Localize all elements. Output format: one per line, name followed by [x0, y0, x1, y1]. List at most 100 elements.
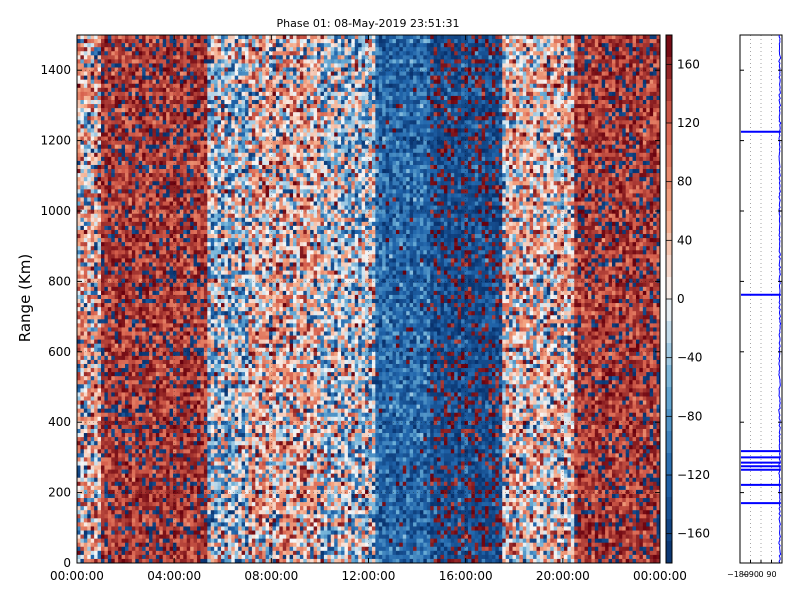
heatmap-cell [145, 238, 150, 243]
heatmap-cell [87, 376, 92, 381]
heatmap-cell [125, 412, 129, 418]
heatmap-cell [94, 35, 98, 40]
heatmap-cell [162, 473, 167, 479]
heatmap-cell [169, 376, 174, 381]
heatmap-cell [138, 530, 143, 535]
heatmap-cell [97, 538, 102, 544]
heatmap-cell [149, 408, 153, 414]
heatmap-cell [77, 538, 81, 544]
heatmap-cell [162, 225, 167, 231]
heatmap-cell [179, 205, 184, 211]
heatmap-cell [131, 181, 136, 186]
heatmap-cell [138, 181, 143, 186]
heatmap-cell [104, 124, 109, 129]
heatmap-cell [207, 112, 212, 117]
heatmap-cell [197, 173, 201, 178]
heatmap-cell [145, 205, 150, 211]
heatmap-cell [90, 506, 95, 511]
heatmap-cell [190, 164, 194, 170]
heatmap-cell [107, 201, 112, 206]
heatmap-cell [203, 120, 208, 125]
heatmap-cell [83, 453, 88, 458]
heatmap-cell [94, 177, 98, 182]
heatmap-cell [135, 396, 140, 401]
heatmap-cell [83, 424, 88, 430]
heatmap-cell [155, 87, 160, 93]
heatmap-cell [118, 294, 122, 300]
heatmap-cell [77, 282, 81, 288]
heatmap-cell [135, 75, 140, 81]
heatmap-cell [87, 428, 92, 434]
heatmap-cell [94, 335, 98, 341]
heatmap-cell [118, 428, 122, 434]
heatmap-cell [142, 498, 146, 503]
heatmap-cell [131, 87, 136, 93]
heatmap-cell [169, 39, 174, 44]
heatmap-cell [142, 437, 146, 442]
heatmap-cell [125, 246, 129, 251]
heatmap-cell [114, 437, 119, 442]
heatmap-cell [97, 404, 102, 410]
heatmap-cell [179, 530, 184, 535]
heatmap-cell [90, 91, 95, 97]
heatmap-cell [142, 307, 146, 312]
heatmap-cell [97, 270, 102, 276]
heatmap-cell [190, 347, 194, 353]
heatmap-cell [138, 510, 143, 515]
heatmap-cell [131, 530, 136, 535]
heatmap-cell [183, 160, 188, 166]
heatmap-cell [190, 408, 194, 414]
heatmap-cell [142, 477, 146, 483]
heatmap-cell [186, 120, 191, 125]
heatmap-cell [111, 201, 116, 206]
heatmap-cell [118, 416, 122, 422]
heatmap-cell [87, 254, 92, 259]
heatmap-cell [97, 315, 102, 320]
heatmap-cell [183, 376, 188, 381]
heatmap-cell [176, 493, 181, 499]
heatmap-cell [176, 538, 181, 544]
heatmap-cell [200, 39, 205, 44]
heatmap-cell [87, 209, 92, 215]
heatmap-cell [162, 39, 167, 44]
heatmap-cell [155, 465, 160, 470]
heatmap-cell [131, 55, 136, 60]
heatmap-cell [104, 136, 109, 141]
heatmap-cell [77, 116, 81, 121]
heatmap-cell [200, 307, 205, 312]
heatmap-cell [87, 108, 92, 113]
heatmap-cell [104, 173, 109, 178]
heatmap-cell [138, 331, 143, 336]
heatmap-cell [145, 498, 150, 503]
heatmap-cell [131, 502, 136, 507]
heatmap-cell [169, 420, 174, 426]
heatmap-cell [138, 156, 143, 162]
heatmap-cell [138, 47, 143, 52]
heatmap-cell [142, 246, 146, 251]
heatmap-cell [203, 116, 208, 121]
heatmap-cell [138, 457, 143, 462]
heatmap-cell [138, 209, 143, 215]
heatmap-cell [107, 558, 112, 564]
heatmap-cell [83, 221, 88, 227]
heatmap-cell [94, 201, 98, 206]
heatmap-cell [179, 128, 184, 133]
heatmap-cell [162, 380, 167, 385]
heatmap-cell [125, 315, 129, 320]
heatmap-cell [135, 307, 140, 312]
heatmap-cell [159, 558, 164, 564]
heatmap-cell [138, 347, 143, 353]
heatmap-cell [179, 246, 184, 251]
heatmap-cell [190, 469, 194, 475]
heatmap-cell [145, 63, 150, 68]
heatmap-cell [101, 43, 105, 48]
heatmap-cell [166, 169, 170, 174]
heatmap-cell [121, 554, 126, 560]
heatmap-cell [107, 225, 112, 231]
heatmap-cell [155, 363, 160, 369]
heatmap-cell [128, 416, 133, 422]
heatmap-cell [107, 510, 112, 515]
heatmap-cell [94, 339, 98, 345]
heatmap-cell [142, 323, 146, 328]
heatmap-cell [149, 262, 153, 267]
